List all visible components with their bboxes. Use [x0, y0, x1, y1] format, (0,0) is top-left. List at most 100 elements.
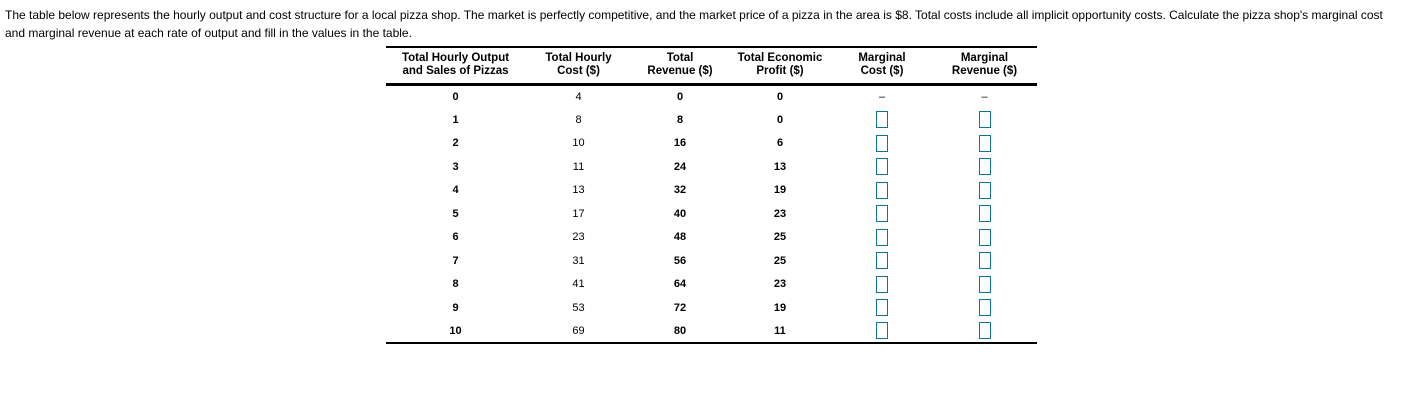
cell-marginal-revenue	[932, 249, 1037, 273]
marginal-cost-input[interactable]	[876, 205, 888, 223]
cell-total-cost: 17	[572, 207, 585, 220]
cell-marginal-revenue	[932, 296, 1037, 320]
cell-output: 5	[452, 207, 459, 220]
cell-output: 3	[452, 160, 459, 173]
cell-total-revenue: 64	[673, 278, 687, 291]
cell-total-cost: 53	[572, 301, 585, 314]
cell-marginal-cost	[832, 179, 932, 203]
col-header-marginal-cost: Marginal Cost ($)	[832, 47, 932, 85]
cell-total-revenue: 48	[673, 231, 687, 244]
cell-marginal-revenue	[932, 320, 1037, 344]
cell-output: 8	[452, 278, 459, 291]
cell-marginal-revenue	[932, 179, 1037, 203]
marginal-revenue-input[interactable]	[978, 228, 991, 246]
marginal-cost-input[interactable]	[876, 111, 888, 129]
col-header-profit: Total Economic Profit ($)	[728, 47, 832, 85]
col-header-total-revenue-line2: Revenue ($)	[647, 65, 713, 77]
dash-marginal-revenue: –	[981, 91, 988, 103]
marginal-revenue-input[interactable]	[978, 111, 991, 129]
marginal-cost-input[interactable]	[876, 252, 888, 270]
col-header-marginal-revenue-line2: Revenue ($)	[951, 65, 1018, 77]
cell-profit: 23	[773, 278, 787, 291]
marginal-revenue-input[interactable]	[978, 205, 991, 223]
table-row: 1 8 8 0	[386, 108, 1037, 132]
cell-marginal-revenue	[932, 108, 1037, 132]
pizza-economics-table: Total Hourly Output and Sales of Pizzas …	[386, 46, 1037, 344]
header-row: Total Hourly Output and Sales of Pizzas …	[386, 47, 1037, 85]
table-row: 10 69 80 11	[386, 320, 1037, 344]
cell-marginal-cost: –	[832, 85, 932, 109]
cell-marginal-cost	[832, 202, 932, 226]
cell-total-revenue: 0	[676, 91, 684, 103]
cell-marginal-revenue	[932, 273, 1037, 297]
marginal-cost-input[interactable]	[876, 228, 888, 246]
cell-marginal-revenue: –	[932, 85, 1037, 109]
marginal-cost-input[interactable]	[876, 134, 888, 152]
marginal-revenue-input[interactable]	[978, 252, 991, 270]
cell-total-cost: 31	[572, 254, 585, 267]
marginal-cost-input[interactable]	[876, 322, 888, 340]
cell-profit: 25	[773, 231, 787, 244]
cell-total-cost: 41	[572, 278, 585, 291]
cell-total-cost: 69	[572, 324, 585, 337]
cell-output: 9	[452, 301, 459, 314]
cell-marginal-cost	[832, 273, 932, 297]
marginal-cost-input[interactable]	[876, 275, 888, 293]
table-row: 0 4 0 0 – –	[386, 85, 1037, 109]
marginal-cost-input[interactable]	[876, 158, 888, 176]
marginal-revenue-input[interactable]	[978, 275, 991, 293]
col-header-marginal-cost-line2: Cost ($)	[860, 65, 904, 77]
cell-total-cost: 23	[572, 231, 585, 244]
marginal-cost-input[interactable]	[876, 299, 888, 317]
col-header-total-cost-line2: Cost ($)	[557, 65, 600, 77]
cell-total-cost: 4	[575, 91, 582, 103]
cell-profit: 0	[776, 113, 784, 126]
marginal-revenue-input[interactable]	[978, 181, 991, 199]
question-page: The table below represents the hourly ou…	[0, 6, 1408, 344]
cell-total-revenue: 40	[673, 207, 687, 220]
table-row: 7 31 56 25	[386, 249, 1037, 273]
cell-total-revenue: 80	[673, 324, 687, 337]
cell-total-revenue: 56	[673, 254, 687, 267]
cell-profit: 25	[773, 254, 787, 267]
table-row: 4 13 32 19	[386, 179, 1037, 203]
table-row: 3 11 24 13	[386, 155, 1037, 179]
cell-marginal-cost	[832, 249, 932, 273]
cell-marginal-cost	[832, 226, 932, 250]
col-header-total-cost-line1: Total Hourly	[545, 52, 612, 64]
col-header-output-line2: and Sales of Pizzas	[402, 65, 509, 77]
cell-total-cost: 10	[572, 137, 585, 150]
col-header-output-line1: Total Hourly Output	[401, 52, 510, 64]
cell-profit: 6	[776, 137, 784, 150]
table-row: 8 41 64 23	[386, 273, 1037, 297]
col-header-marginal-revenue-line1: Marginal	[960, 52, 1009, 64]
marginal-cost-input[interactable]	[876, 181, 888, 199]
cell-marginal-revenue	[932, 202, 1037, 226]
col-header-profit-line2: Profit ($)	[756, 65, 804, 77]
question-text: The table below represents the hourly ou…	[5, 8, 1383, 40]
marginal-revenue-input[interactable]	[978, 134, 991, 152]
col-header-total-revenue: Total Revenue ($)	[632, 47, 728, 85]
table-row: 2 10 16 6	[386, 132, 1037, 156]
cell-marginal-cost	[832, 155, 932, 179]
cell-output: 10	[449, 324, 462, 337]
col-header-output: Total Hourly Output and Sales of Pizzas	[386, 47, 525, 85]
marginal-revenue-input[interactable]	[978, 158, 991, 176]
cell-total-revenue: 32	[673, 184, 687, 197]
marginal-revenue-input[interactable]	[978, 322, 991, 340]
cell-marginal-revenue	[932, 226, 1037, 250]
cell-profit: 11	[774, 324, 786, 337]
col-header-total-cost: Total Hourly Cost ($)	[525, 47, 632, 85]
dash-marginal-cost: –	[878, 91, 886, 103]
col-header-profit-line1: Total Economic	[737, 52, 823, 64]
cell-marginal-revenue	[932, 155, 1037, 179]
col-header-total-revenue-line1: Total	[666, 52, 694, 64]
cell-total-revenue: 72	[673, 301, 687, 314]
cell-profit: 23	[773, 207, 787, 220]
cell-marginal-cost	[832, 108, 932, 132]
cell-output: 1	[452, 113, 459, 126]
cell-output: 7	[452, 254, 459, 267]
marginal-revenue-input[interactable]	[978, 299, 991, 317]
cell-output: 6	[452, 231, 459, 244]
cell-output: 0	[452, 91, 459, 103]
